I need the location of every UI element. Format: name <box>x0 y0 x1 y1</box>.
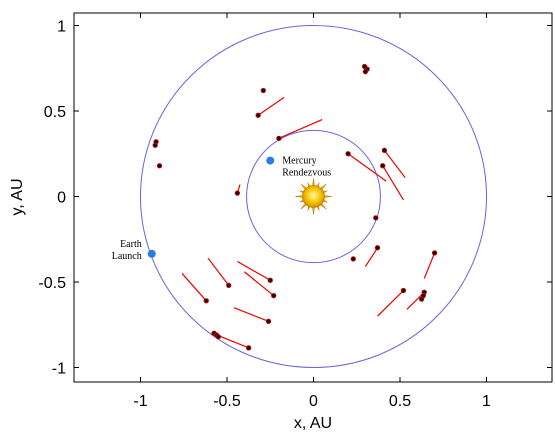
trajectory-point <box>215 334 222 340</box>
trajectory-point <box>431 250 438 256</box>
x-tick-label: -1 <box>133 393 147 410</box>
trajectory-point <box>245 345 252 351</box>
trajectory-point <box>265 318 272 324</box>
trajectory-point <box>234 190 241 196</box>
x-tick-label: -0.5 <box>213 393 241 410</box>
event-label: Earth Launch <box>112 239 142 262</box>
trajectory-point <box>156 163 163 169</box>
trajectory-point <box>374 245 381 251</box>
x-tick-label: 1 <box>482 393 491 410</box>
event-label: Mercury Rendezvous <box>282 156 331 179</box>
y-tick-label: -1 <box>52 361 66 378</box>
thrust-vector <box>347 153 387 182</box>
sun-icon <box>295 178 332 215</box>
trajectory-point <box>380 163 386 169</box>
trajectory-point <box>362 69 369 75</box>
trajectory-point <box>203 298 209 304</box>
thrust-vector <box>207 257 230 286</box>
thrust-vector <box>377 290 404 317</box>
orbit-ring <box>140 25 487 368</box>
trajectory-point <box>255 112 261 118</box>
thrust-vector <box>233 307 269 322</box>
trajectory-point <box>418 296 425 302</box>
x-axis-label: x, AU <box>294 415 332 432</box>
event-marker <box>147 249 156 258</box>
x-tick-label: 0.5 <box>389 393 411 410</box>
y-tick-label: 0 <box>57 190 66 207</box>
y-axis-label: y, AU <box>9 178 26 215</box>
trajectory-point <box>271 293 277 299</box>
y-tick-label: 0.5 <box>44 104 66 121</box>
orbit-ring <box>246 129 381 264</box>
thrust-vector <box>243 271 275 297</box>
trajectory-point <box>267 277 273 283</box>
trajectory-point <box>381 147 388 153</box>
thrust-vector <box>364 247 379 267</box>
trajectory-point <box>350 256 356 262</box>
trajectory-point <box>345 151 351 157</box>
thrust-vector <box>423 252 436 279</box>
trajectory-point <box>260 87 266 94</box>
trajectory-point <box>400 287 407 294</box>
trajectory-point <box>373 215 379 221</box>
x-tick-label: 0 <box>309 393 318 410</box>
thrust-vector <box>237 260 271 281</box>
thrust-vector <box>382 165 404 201</box>
thrust-vector <box>278 118 323 139</box>
thrust-vector <box>257 96 285 116</box>
thrust-vector <box>383 149 406 179</box>
y-tick-label: 1 <box>57 19 66 36</box>
trajectory-point <box>276 135 282 142</box>
thrust-vector <box>181 273 207 302</box>
event-marker <box>266 156 275 165</box>
trajectory-point <box>152 142 158 148</box>
trajectory-point <box>226 282 232 289</box>
y-tick-label: -0.5 <box>38 275 66 292</box>
